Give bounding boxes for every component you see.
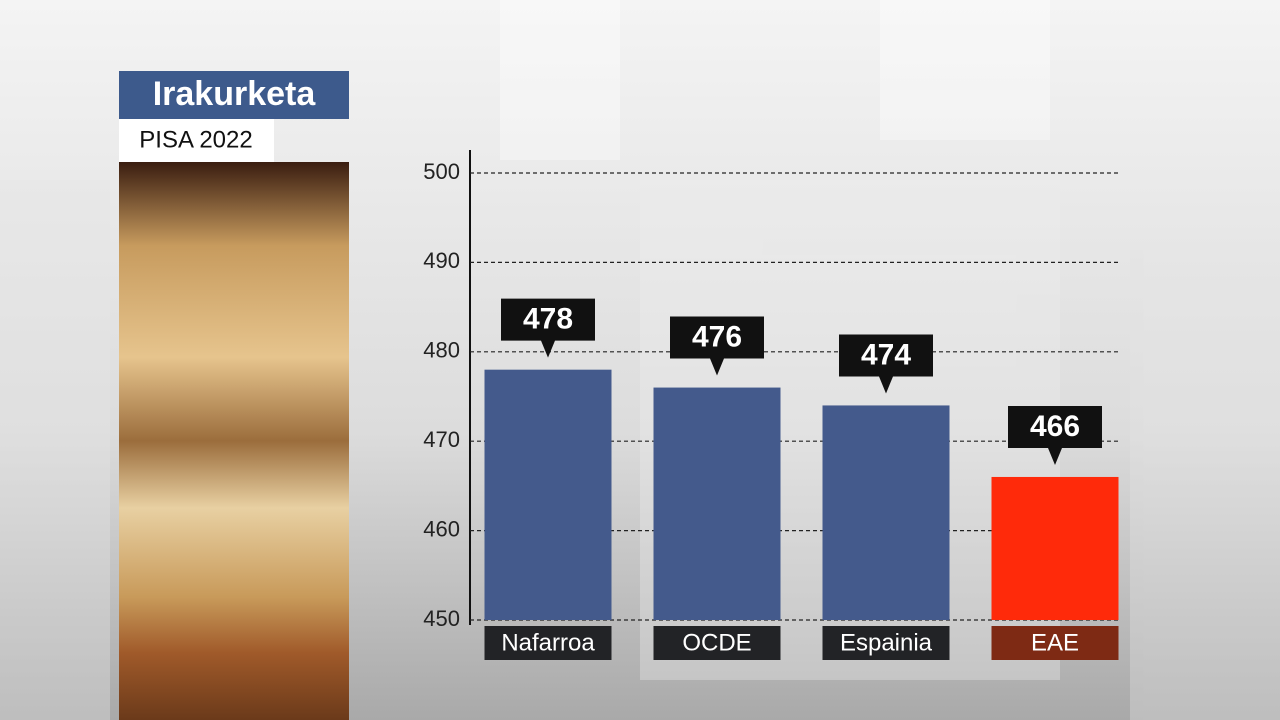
category-box: [822, 626, 950, 660]
bar: [484, 369, 612, 620]
category-box: [653, 626, 781, 660]
chart-title: Irakurketa: [153, 75, 317, 113]
y-tick-label: 480: [423, 338, 460, 363]
x-tick-label: EAE: [1031, 629, 1079, 656]
value-label-box: [1008, 405, 1102, 465]
value-label: 478: [523, 303, 573, 336]
title-box: [119, 71, 349, 119]
value-label: 466: [1030, 410, 1080, 443]
value-label-box: [839, 334, 933, 394]
x-tick-label: Nafarroa: [501, 629, 595, 656]
bar: [822, 405, 950, 620]
x-tick-label: OCDE: [682, 629, 751, 656]
value-label-box: [501, 298, 595, 358]
bar: [653, 387, 781, 620]
y-tick-label: 450: [423, 606, 460, 631]
chart-subtitle: PISA 2022: [139, 126, 252, 153]
x-tick-label: Espainia: [840, 629, 933, 656]
bar: [991, 476, 1119, 620]
y-tick-label: 490: [423, 248, 460, 273]
value-label-box: [670, 316, 764, 376]
category-box: [484, 626, 612, 660]
category-box: [991, 626, 1119, 660]
y-tick-label: 470: [423, 427, 460, 452]
value-label: 476: [692, 320, 742, 353]
value-label: 474: [861, 338, 911, 371]
y-tick-label: 500: [423, 159, 460, 184]
books-image: [119, 162, 349, 720]
y-tick-label: 460: [423, 516, 460, 541]
subtitle-box: [119, 119, 274, 162]
